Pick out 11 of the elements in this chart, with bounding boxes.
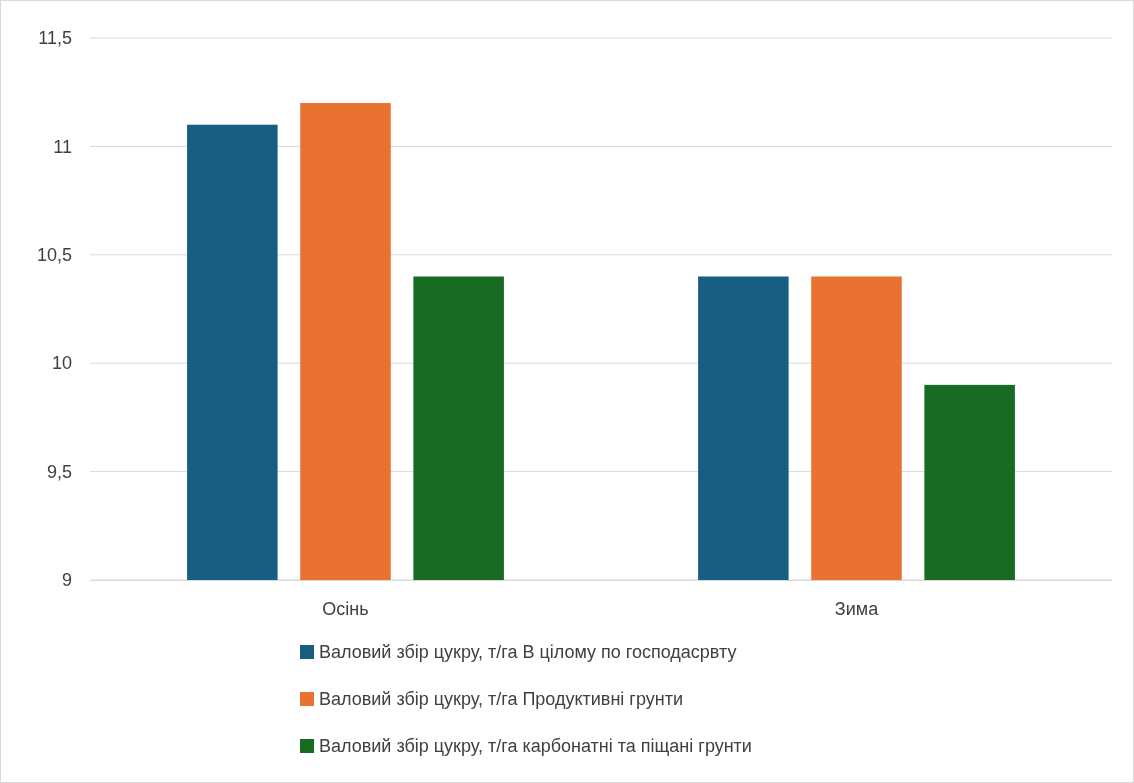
legend-label: Валовий збір цукру, т/га карбонатні та піщані грунти xyxy=(319,736,752,756)
legend-label: Валовий збір цукру, т/га В цілому по господасрвту xyxy=(319,642,737,662)
legend-label: Валовий збір цукру, т/га Продуктивні грунти xyxy=(319,689,683,709)
x-tick-label: Зима xyxy=(834,598,880,619)
y-tick-label: 11 xyxy=(53,136,72,157)
y-tick-label: 11,5 xyxy=(38,28,72,49)
y-tick-label: 9 xyxy=(61,570,72,591)
y-tick-label: 10 xyxy=(51,353,72,374)
y-tick-label: 9,5 xyxy=(46,461,72,482)
y-tick-label: 10,5 xyxy=(36,245,72,266)
x-tick-label: Осінь xyxy=(322,598,369,619)
